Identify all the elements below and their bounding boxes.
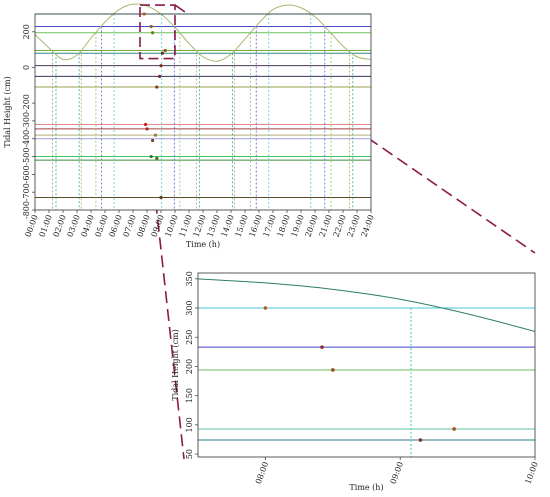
y-tick-label: -200 bbox=[22, 94, 31, 112]
y-axis-label: Tidal Height (cm) bbox=[3, 76, 12, 148]
data-point bbox=[160, 51, 164, 55]
zoomed-chart: 50 100 150 200 250 300 350 08:00 09:00 10:00 Time … bbox=[171, 271, 540, 492]
plot-area bbox=[198, 273, 535, 457]
y-tick-label: -300 bbox=[22, 112, 31, 130]
data-point bbox=[151, 31, 155, 35]
x-tick-label: 24:00 bbox=[360, 214, 376, 239]
y-tick-label: 200 bbox=[22, 24, 31, 39]
y-tick-label: 300 bbox=[185, 300, 194, 315]
y-tick-label: -800 bbox=[22, 201, 31, 219]
data-point bbox=[159, 64, 163, 68]
plot-frame bbox=[197, 272, 536, 458]
y-tick-label: 250 bbox=[185, 330, 194, 345]
y-tick-label: 50 bbox=[185, 449, 194, 459]
x-tick-label: 08:00 bbox=[254, 461, 270, 486]
y-tick-label: 200 bbox=[185, 359, 194, 374]
data-point bbox=[155, 85, 159, 89]
data-point bbox=[158, 74, 162, 78]
data-point bbox=[155, 156, 159, 160]
data-point bbox=[153, 133, 157, 137]
x-tick-label: 09:00 bbox=[389, 461, 405, 486]
data-point bbox=[159, 195, 163, 200]
zoom-window bbox=[139, 4, 176, 60]
y-tick-label: 0 bbox=[22, 65, 31, 70]
y-tick-label: 350 bbox=[185, 271, 194, 286]
data-point bbox=[331, 368, 335, 372]
x-axis-label: Time (h) bbox=[186, 240, 220, 249]
data-point bbox=[418, 438, 423, 442]
y-tick-label: -700 bbox=[22, 183, 31, 201]
y-axis-label: Tidal Height (cm) bbox=[171, 329, 180, 401]
data-point bbox=[145, 127, 149, 131]
overview-chart: 2000-200-300-400-500-600-700-80000:0001:… bbox=[3, 3, 376, 249]
y-tick-label: -500 bbox=[22, 148, 31, 166]
tide-curve bbox=[197, 278, 536, 332]
x-tick-label: 10:00 bbox=[524, 461, 540, 486]
y-tick-label: -600 bbox=[22, 165, 31, 183]
data-point bbox=[452, 427, 456, 431]
data-point bbox=[144, 122, 148, 127]
data-point bbox=[263, 306, 268, 310]
x-axis-label: Time (h) bbox=[349, 483, 383, 492]
y-tick-label: 100 bbox=[185, 417, 194, 432]
data-point bbox=[151, 138, 155, 143]
y-tick-label: 150 bbox=[185, 388, 194, 403]
data-point bbox=[149, 154, 153, 159]
zoom-connector bbox=[139, 58, 185, 460]
plot-area bbox=[35, 14, 371, 210]
data-point bbox=[163, 48, 167, 53]
y-tick-label: -400 bbox=[22, 130, 31, 148]
data-point bbox=[149, 24, 153, 29]
data-point bbox=[320, 345, 324, 349]
tide-curve bbox=[34, 3, 372, 62]
